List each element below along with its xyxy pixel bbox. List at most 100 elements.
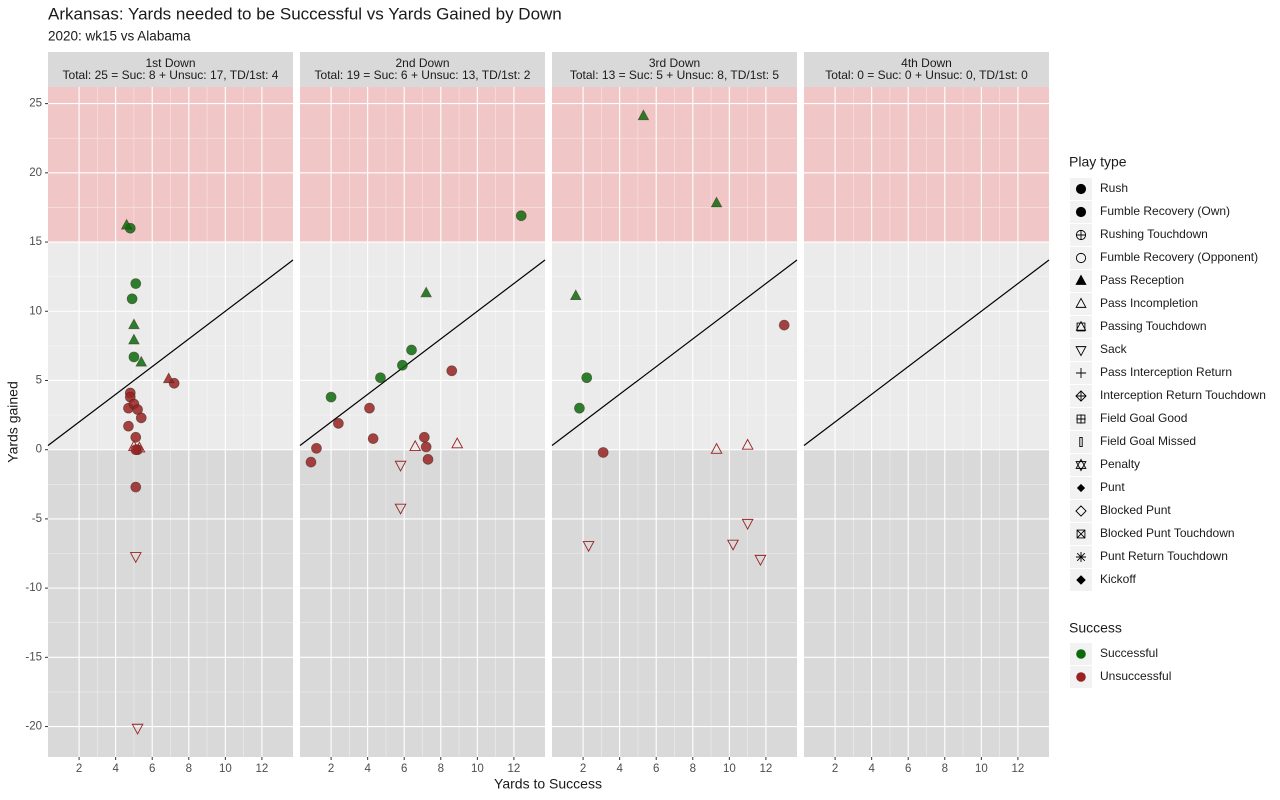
legend-marker [1075, 320, 1087, 332]
reference-line [47, 259, 294, 447]
strip-title: 2nd Down [395, 56, 449, 70]
y-tick-label: -10 [25, 582, 42, 594]
legend-marker [1076, 529, 1086, 539]
data-point [135, 412, 147, 424]
x-axis-label: Yards to Success [494, 776, 602, 792]
legend-label: Rushing Touchdown [1100, 227, 1208, 241]
y-tick-label: 5 [36, 375, 42, 387]
legend-marker [1076, 649, 1086, 659]
data-point [128, 351, 140, 363]
data-point [754, 554, 767, 567]
data-point [123, 420, 134, 432]
legend-title: Success [1069, 620, 1122, 636]
x-tick-label: 12 [256, 763, 269, 775]
legend-title: Play type [1069, 154, 1127, 170]
legend-marker [1075, 367, 1087, 379]
data-point [120, 218, 133, 230]
y-tick-label: -20 [25, 721, 42, 733]
legend-label: Field Goal Missed [1100, 434, 1196, 448]
data-point [127, 439, 140, 452]
strip-title: 1st Down [145, 56, 195, 70]
data-point [305, 456, 317, 468]
y-tick-label: -5 [32, 513, 42, 525]
strip-subtitle: Total: 13 = Suc: 5 + Unsuc: 8, TD/1st: 5 [570, 68, 780, 82]
legend-key [1070, 293, 1092, 315]
data-point [128, 333, 140, 345]
legend-key [1070, 339, 1092, 361]
data-point [132, 404, 143, 415]
chart-subtitle: 2020: wk15 vs Alabama [48, 29, 191, 44]
legend-label: Sack [1100, 342, 1128, 356]
data-point [446, 365, 458, 377]
data-point [129, 552, 142, 564]
data-point [130, 431, 142, 443]
data-point [710, 442, 723, 454]
legend-marker [1075, 551, 1087, 563]
x-tick-label: 10 [723, 763, 736, 775]
legend-marker [1075, 297, 1087, 308]
legend-label: Interception Return Touchdown [1100, 388, 1266, 402]
data-point [451, 437, 464, 449]
legend-marker [1075, 458, 1087, 472]
y-axis-label: Yards gained [5, 381, 21, 462]
x-tick-label: 10 [471, 763, 484, 775]
data-point [574, 402, 585, 414]
x-tick-label: 4 [868, 763, 875, 775]
legend-marker [1075, 505, 1087, 517]
strip-background [804, 52, 1049, 87]
data-point [325, 391, 337, 403]
data-point [406, 344, 417, 356]
x-tick-label: 2 [76, 763, 82, 775]
legend-key [1070, 500, 1092, 522]
reference-line [299, 259, 546, 447]
data-point [131, 723, 144, 735]
legend-label: Blocked Punt [1100, 503, 1171, 517]
legend-label: Kickoff [1100, 572, 1136, 586]
x-tick-label: 8 [942, 763, 948, 775]
legend-marker [1075, 230, 1087, 240]
legend-marker [1076, 575, 1086, 585]
strip-title: 4th Down [901, 56, 952, 70]
data-point [133, 441, 146, 453]
y-tick-label: 20 [29, 167, 42, 179]
legend-key [1070, 454, 1092, 476]
x-tick-label: 12 [1012, 763, 1025, 775]
x-tick-label: 6 [149, 763, 155, 775]
data-point [130, 278, 142, 289]
strip-background [552, 52, 797, 87]
legend-label: Successful [1100, 646, 1158, 660]
data-point [741, 438, 754, 450]
reference-line [551, 259, 798, 447]
legend-label: Punt [1100, 480, 1125, 494]
legend-label: Punt Return Touchdown [1100, 549, 1228, 563]
x-tick-label: 4 [364, 763, 371, 775]
legend-marker [1075, 346, 1087, 357]
strip-title: 3rd Down [649, 56, 700, 70]
legend-marker [1075, 274, 1087, 285]
x-tick-label: 10 [219, 763, 232, 775]
legend-marker [1075, 390, 1087, 402]
strip-background [48, 52, 293, 87]
legend-marker [1075, 184, 1087, 194]
data-point [420, 441, 432, 453]
legend-label: Passing Touchdown [1100, 319, 1207, 333]
data-point [778, 319, 790, 331]
data-point [409, 439, 422, 452]
legend-label: Unsuccessful [1100, 669, 1171, 683]
legend-label: Rush [1100, 181, 1128, 195]
reference-line [803, 259, 1050, 447]
x-tick-label: 10 [975, 763, 988, 775]
data-point [128, 318, 140, 330]
data-point [422, 454, 434, 465]
data-point [637, 109, 650, 121]
y-tick-label: 25 [29, 98, 42, 110]
x-tick-label: 6 [401, 763, 407, 775]
legend-label: Fumble Recovery (Opponent) [1100, 250, 1258, 264]
data-point [333, 418, 344, 429]
x-tick-label: 12 [760, 763, 773, 775]
data-point [515, 210, 527, 222]
strip-subtitle: Total: 25 = Suc: 8 + Unsuc: 17, TD/1st: … [63, 68, 279, 82]
data-point [364, 402, 375, 414]
data-point [375, 372, 386, 383]
legend-label: Pass Reception [1100, 273, 1184, 287]
